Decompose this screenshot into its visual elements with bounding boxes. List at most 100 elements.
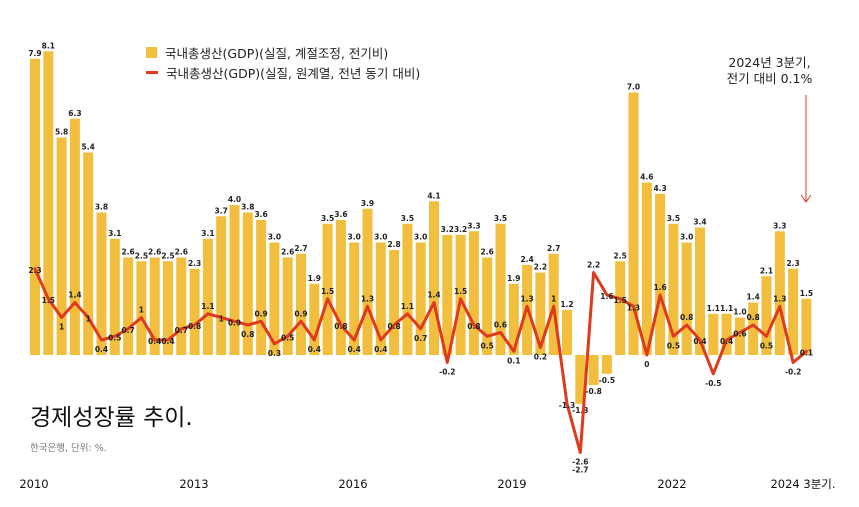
bar-28 [402, 223, 413, 355]
line-value-label-23: 0.8 [334, 322, 347, 331]
line-value-label-5: 0.4 [95, 345, 108, 354]
bar-value-label-4: 5.4 [82, 143, 95, 152]
source-note: 한국은행, 단위: %. [30, 443, 107, 454]
line-value-label-22: 1.5 [321, 287, 334, 296]
line-value-label-42: 2.2 [587, 261, 600, 270]
chart-title: 경제성장률 추이. [30, 405, 193, 431]
bar-value-label-51: 1.1 [707, 304, 720, 313]
bar-value-label-53: 1.0 [733, 308, 746, 317]
bar-49 [681, 242, 692, 355]
bar-8 [136, 261, 147, 355]
bar-30 [429, 201, 439, 355]
bar-value-label-15: 4.0 [228, 195, 241, 204]
bar-52 [721, 313, 732, 355]
line-value-label-7: 0.7 [121, 326, 134, 335]
line-value-label-46: 0 [644, 360, 649, 369]
bar-46 [641, 182, 652, 355]
line-value-label-11: 0.7 [175, 326, 188, 335]
line-value-label-15: 0.9 [228, 318, 241, 327]
bar-value-label-21: 1.9 [308, 274, 321, 283]
x-tick-label-3: 2019 [497, 477, 526, 491]
line-value-label-32: 1.5 [454, 287, 467, 296]
bar-57 [788, 268, 799, 355]
line-value-label-26: 0.4 [374, 345, 387, 354]
bar-38 [535, 272, 546, 355]
legend-line-label: 국내총생산(GDP)(실질, 원계열, 전년 동기 대비) [166, 65, 421, 81]
bar-14 [216, 216, 227, 355]
bar-20 [296, 253, 306, 355]
line-extra-label: -2.7 [572, 466, 588, 475]
bar-48 [668, 223, 679, 355]
line-value-label-29: 0.7 [414, 334, 427, 343]
bar-value-label-55: 2.1 [760, 266, 773, 275]
line-value-label-0: 2.3 [28, 266, 41, 275]
line-value-label-25: 1.3 [361, 294, 374, 303]
line-value-label-36: 0.1 [507, 356, 520, 365]
bar-12 [189, 268, 200, 355]
bar-6 [109, 238, 120, 355]
bar-17 [256, 220, 267, 355]
bar-2 [56, 137, 67, 355]
bar-value-label-18: 3.0 [268, 233, 281, 242]
bar-18 [269, 242, 280, 355]
x-tick-label-4: 2022 [657, 477, 686, 491]
x-tick-label-5: 2024 3분기. [770, 477, 835, 491]
bar-value-label-40: 1.2 [560, 300, 573, 309]
line-value-label-34: 0.5 [481, 341, 494, 350]
bar-5 [96, 212, 107, 355]
bar-51 [708, 313, 719, 355]
bar-50 [695, 227, 705, 355]
bar-53 [734, 317, 745, 355]
line-value-label-39: 1 [551, 294, 556, 303]
bar-56 [774, 231, 785, 355]
line-value-label-21: 0.4 [308, 345, 321, 354]
bar-58 [801, 298, 812, 355]
bar-value-label-38: 2.2 [534, 263, 547, 272]
x-tick-label-2: 2016 [338, 477, 367, 491]
line-value-label-14: 1 [219, 315, 224, 324]
bar-41 [575, 355, 586, 404]
line-value-label-35: 0.6 [494, 321, 507, 330]
bar-36 [508, 283, 519, 355]
bar-value-label-8: 2.5 [135, 251, 148, 260]
callout-arrow-head [800, 194, 812, 203]
bar-26 [375, 242, 386, 355]
bar-value-label-45: 7.0 [627, 83, 640, 92]
bar-value-label-19: 2.6 [281, 248, 294, 257]
line-value-label-10: 0.4 [161, 337, 174, 346]
bar-29 [415, 242, 426, 355]
bar-value-label-44: 2.5 [614, 251, 627, 260]
bar-10 [163, 261, 173, 355]
bar-value-label-43: -0.5 [599, 376, 615, 385]
callout-line-2: 전기 대비 0.1% [726, 71, 813, 86]
bar-33 [468, 231, 479, 355]
line-value-label-38: 0.2 [534, 353, 547, 362]
bar-value-label-22: 3.5 [321, 214, 334, 223]
legend-line-swatch [146, 70, 158, 74]
bar-value-label-14: 3.7 [215, 206, 228, 215]
bar-32 [455, 235, 466, 355]
bar-4 [83, 152, 94, 355]
line-value-label-58: 0.1 [800, 348, 813, 357]
line-value-label-50: 0.4 [693, 337, 706, 346]
bar-value-label-3: 6.3 [68, 109, 81, 118]
bar-value-label-46: 4.6 [640, 173, 653, 182]
line-value-label-48: 0.5 [667, 341, 680, 350]
line-value-label-17: 0.9 [254, 309, 267, 318]
bar-54 [748, 302, 759, 355]
bar-19 [282, 257, 293, 355]
line-value-label-45: 1.3 [627, 303, 640, 312]
x-tick-label-0: 2010 [19, 477, 48, 491]
bar-21 [309, 283, 320, 355]
line-value-label-37: 1.3 [520, 294, 533, 303]
line-value-label-1: 1.5 [42, 296, 55, 305]
bar-value-label-6: 3.1 [108, 229, 121, 238]
legend-item-bars: 국내총생산(GDP)(실질, 계절조정, 전기비) [146, 42, 420, 62]
bar-value-label-12: 2.3 [188, 259, 201, 268]
bar-value-label-23: 3.6 [334, 210, 347, 219]
bar-3 [69, 118, 80, 355]
line-value-label-27: 0.8 [387, 322, 400, 331]
bar-value-label-47: 4.3 [653, 184, 666, 193]
bar-value-label-42: -0.8 [585, 387, 601, 396]
bar-44 [615, 261, 626, 355]
